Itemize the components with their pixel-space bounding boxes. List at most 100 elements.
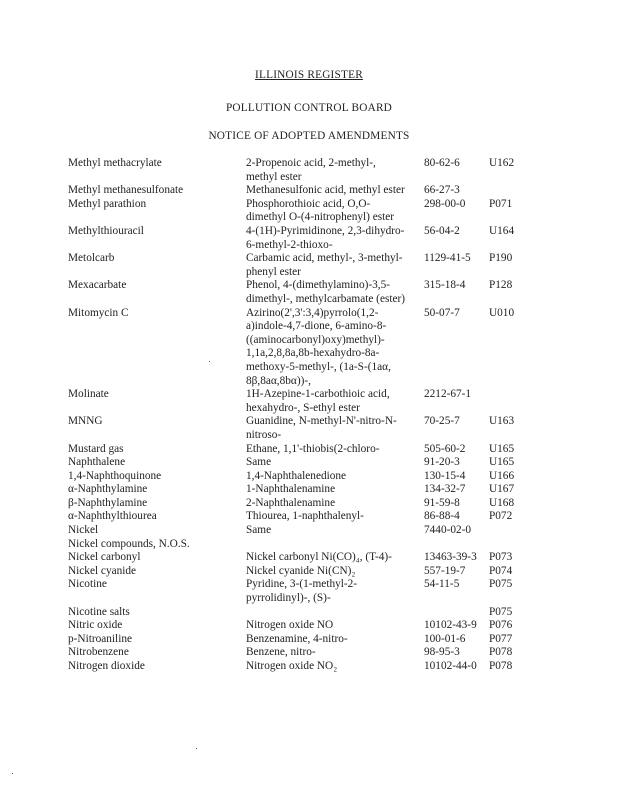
chemical-name-line: 2-Naphthalenamine <box>246 496 336 509</box>
cas-number: 130-15-4 <box>424 469 466 482</box>
chemical-abstracts-name: 2-Naphthalenamine <box>246 497 424 511</box>
chemical-abstracts-name: Nitrogen oxide NO <box>246 619 424 633</box>
cas-number: 10102-44-0 <box>424 660 477 672</box>
chemical-name-line: Benzene, nitro- <box>246 646 316 659</box>
waste-code: P072 <box>489 510 513 523</box>
speck <box>196 748 197 749</box>
chemical-abstracts-name: 2-Propenoic acid, 2-methyl-, methyl ester <box>246 157 424 184</box>
chemical-name-line: dimethyl O-(4-nitrophenyl) ester <box>246 211 395 224</box>
register-title: ILLINOIS REGISTER <box>255 69 363 81</box>
waste-code: U163 <box>489 415 515 428</box>
table-row: 1,4-Naphthoquinone 1,4-Naphthalenedione 13… <box>0 470 618 484</box>
substance-name: α-Naphthylthiourea <box>68 510 157 523</box>
substance-name: β-Naphthylamine <box>68 496 148 509</box>
chemical-name-line: Guanidine, N-methyl-N'-nitro-N- <box>246 415 397 428</box>
chemical-name-line: 4-(1H)-Pyrimidinone, 2,3-dihydro- <box>246 224 405 237</box>
chemical-abstracts-name: Ethane, 1,1'-thiobis(2-chloro- <box>246 443 424 457</box>
waste-code: P078 <box>489 646 513 659</box>
table-row: α-Naphthylamine 1-Naphthalenamine 134-32-7… <box>0 483 618 497</box>
cas-number: 80-62-6 <box>424 157 460 169</box>
waste-code: U164 <box>489 224 515 237</box>
chemical-name-line: a)indole-4,7-dione, 6-amino-8- <box>246 320 387 333</box>
chemical-name-line: methyl ester <box>246 170 302 183</box>
cas-number: 50-07-7 <box>424 306 460 319</box>
table-row: Molinate 1H-Azepine-1-carbothioic acid, he… <box>0 388 618 415</box>
chemical-name-line: 1H-Azepine-1-carbothioic acid, <box>246 388 390 401</box>
chemical-abstracts-name: Methanesulfonic acid, methyl ester <box>246 184 424 198</box>
chemical-name-line: Azirino(2',3':3,4)pyrrolo(1,2- <box>246 306 379 319</box>
cas-number: 13463-39-3 <box>424 551 477 564</box>
waste-code: P071 <box>489 197 513 210</box>
waste-code: P075 <box>489 578 513 591</box>
substance-name: Mitomycin C <box>68 306 129 319</box>
chemical-abstracts-name: 4-(1H)-Pyrimidinone, 2,3-dihydro- 6-methy… <box>246 225 424 252</box>
substance-name: α-Naphthylamine <box>68 483 148 496</box>
substance-name: Nicotine <box>68 578 107 591</box>
table-row: Methyl methacrylate 2-Propenoic acid, 2-m… <box>0 157 618 184</box>
chemical-name-line <box>246 538 424 552</box>
cas-number: 86-88-4 <box>424 510 460 523</box>
table-row: MNNG Guanidine, N-methyl-N'-nitro-N-nitro… <box>0 415 618 442</box>
substance-name: Metolcarb <box>68 252 115 265</box>
chemical-abstracts-name: Phosphorothioic acid, O,O-dimethyl O-(4-… <box>246 198 424 225</box>
table-row: Nickel carbonyl Nickel carbonyl Ni(CO)₄, … <box>0 551 618 565</box>
substance-name: Mustard gas <box>68 442 124 455</box>
chemical-name-line: 1-Naphthalenamine <box>246 483 336 496</box>
substance-name: Methyl methacrylate <box>68 157 162 169</box>
table-row: Nicotine Pyridine, 3-(1-methyl-2- pyrrolid… <box>0 578 618 605</box>
substance-name: Methyl parathion <box>68 197 147 210</box>
substance-name: Nickel compounds, N.O.S. <box>68 537 190 550</box>
substance-name: Molinate <box>68 388 109 401</box>
substance-name: Methylthiouracil <box>68 224 144 237</box>
table-row: Metolcarb Carbamic acid, methyl-, 3-methy… <box>0 252 618 279</box>
chemical-name-line: Thiourea, 1-naphthalenyl- <box>246 510 364 523</box>
table-row: Nitrogen dioxide Nitrogen oxide NO₂ 10102-… <box>0 660 618 674</box>
chemical-abstracts-name: Pyridine, 3-(1-methyl-2- pyrrolidinyl)-, … <box>246 578 424 605</box>
table-row: Nickel cyanide Nickel cyanide Ni(CN)₂ 557-… <box>0 565 618 579</box>
table-row: p-Nitroaniline Benzenamine, 4-nitro- 100-0… <box>0 633 618 647</box>
substance-name: p-Nitroaniline <box>68 632 132 645</box>
substance-name: Methyl methanesulfonate <box>68 184 184 197</box>
table-row: Mexacarbate Phenol, 4-(dimethylamino)-3,5… <box>0 279 618 306</box>
chemical-name-line: Benzenamine, 4-nitro- <box>246 632 348 645</box>
chemical-abstracts-name: Same <box>246 524 424 538</box>
waste-code: P128 <box>489 279 513 292</box>
waste-code: P073 <box>489 551 513 564</box>
chemical-abstracts-name: Carbamic acid, methyl-, 3-methyl-phenyl … <box>246 252 424 279</box>
table-row: Mustard gas Ethane, 1,1'-thiobis(2-chloro… <box>0 443 618 457</box>
table-row: Methyl parathion Phosphorothioic acid, O,… <box>0 198 618 225</box>
cas-number: 315-18-4 <box>424 279 466 292</box>
cas-number: 557-19-7 <box>424 564 466 577</box>
table-row: Naphthalene Same 91-20-3 U165 <box>0 456 618 470</box>
chemical-name-line: Methanesulfonic acid, methyl ester <box>246 184 405 197</box>
table-row: Nicotine salts P075 <box>0 606 618 620</box>
chemical-name-line: ((aminocarbonyl)oxy)methyl)- <box>246 333 385 346</box>
table-row: β-Naphthylamine 2-Naphthalenamine 91-59-8 U… <box>0 497 618 511</box>
chemical-name-line: 2-Propenoic acid, 2-methyl-, <box>246 157 376 169</box>
substance-name: Nickel carbonyl <box>68 551 141 564</box>
chemical-abstracts-name: Nickel carbonyl Ni(CO)₄, (T-4)- <box>246 551 424 565</box>
table-row: Methylthiouracil 4-(1H)-Pyrimidinone, 2,3… <box>0 225 618 252</box>
table-row: Nitrobenzene Benzene, nitro- 98-95-3 P078 <box>0 646 618 660</box>
waste-code: U162 <box>489 157 515 169</box>
waste-code: P074 <box>489 564 513 577</box>
board-title: POLLUTION CONTROL BOARD <box>225 102 393 114</box>
substance-name: MNNG <box>68 415 103 428</box>
cas-number: 505-60-2 <box>424 442 466 455</box>
waste-code: U010 <box>489 306 515 319</box>
cas-number: 56-04-2 <box>424 224 460 237</box>
chemical-name-line: Same <box>246 456 272 469</box>
table-row: Nickel Same 7440-02-0 <box>0 524 618 538</box>
substance-name: Naphthalene <box>68 456 126 469</box>
chemical-name-line: nitroso- <box>246 428 282 441</box>
chemical-abstracts-name <box>246 606 424 620</box>
chemical-name-line: Same <box>246 524 272 537</box>
chemical-name-line: dimethyl-, methylcarbamate (ester) <box>246 292 406 305</box>
chemical-name-line: 1,1a,2,8,8a,8b-hexahydro-8a- <box>246 347 380 360</box>
cas-number: 66-27-3 <box>424 184 460 197</box>
table-row: Nitric oxide Nitrogen oxide NO 10102-43-9 P… <box>0 619 618 633</box>
waste-code: U166 <box>489 469 515 482</box>
cas-number: 98-95-3 <box>424 646 460 659</box>
table-row: Methyl methanesulfonate Methanesulfonic a… <box>0 184 618 198</box>
chemical-name-line: pyrrolidinyl)-, (S)- <box>246 592 331 605</box>
